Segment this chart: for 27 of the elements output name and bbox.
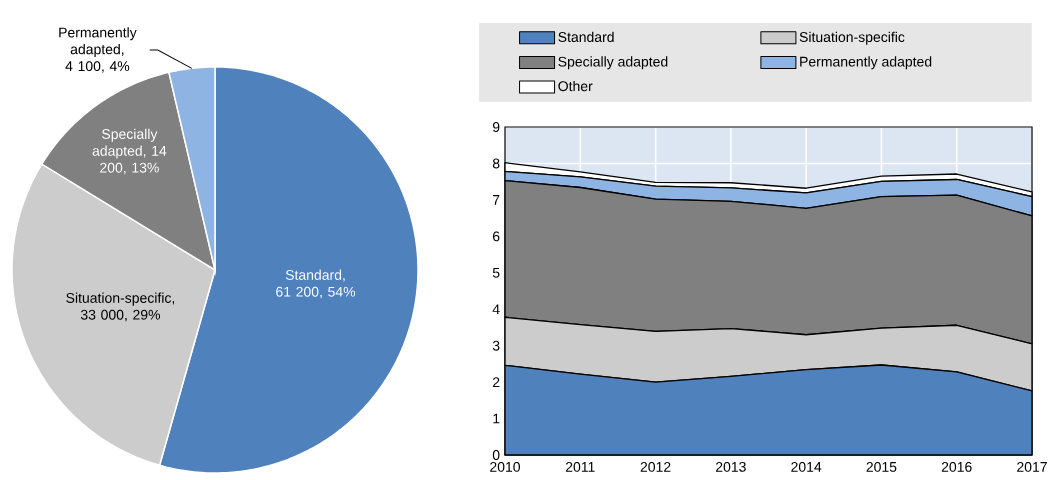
y-tick-label: 2 [493, 377, 500, 387]
y-tick-label: 3 [492, 340, 500, 351]
legend-label: Permanently adapted [800, 56, 932, 70]
x-tick-label: 2017 [1017, 461, 1047, 472]
y-tick-label: 9 [492, 122, 500, 132]
legend-label: Other [558, 80, 593, 92]
slice-label: Standard, 61 200, 54% [276, 269, 356, 299]
y-tick-label: 6 [493, 231, 500, 242]
slice-label: Permanently adapted, 4 100, 4% [59, 27, 137, 73]
x-tick-label: 2011 [565, 461, 595, 472]
x-tick-label: 2013 [716, 461, 746, 472]
y-tick-label: 7 [493, 195, 500, 205]
x-tick-label: 2012 [640, 461, 671, 472]
y-tick-label: 8 [492, 158, 500, 169]
x-tick-label: 2015 [866, 461, 897, 472]
y-tick-label: 1 [493, 413, 500, 424]
y-tick-label: 5 [492, 267, 500, 278]
y-tick-label: 0 [492, 450, 500, 460]
x-tick-label: 2014 [791, 461, 822, 472]
x-tick-label: 2010 [490, 461, 521, 472]
legend-label: Situation-specific [799, 31, 905, 45]
legend-label: Standard [558, 31, 614, 43]
legend-label: Specially adapted [558, 56, 668, 70]
x-tick-label: 2016 [941, 461, 972, 472]
y-tick-label: 4 [492, 304, 500, 315]
slice-label: Specially adapted, 14 200, 13% [92, 128, 167, 175]
slice-label: Situation-specific, 33 000, 29% [66, 292, 175, 322]
